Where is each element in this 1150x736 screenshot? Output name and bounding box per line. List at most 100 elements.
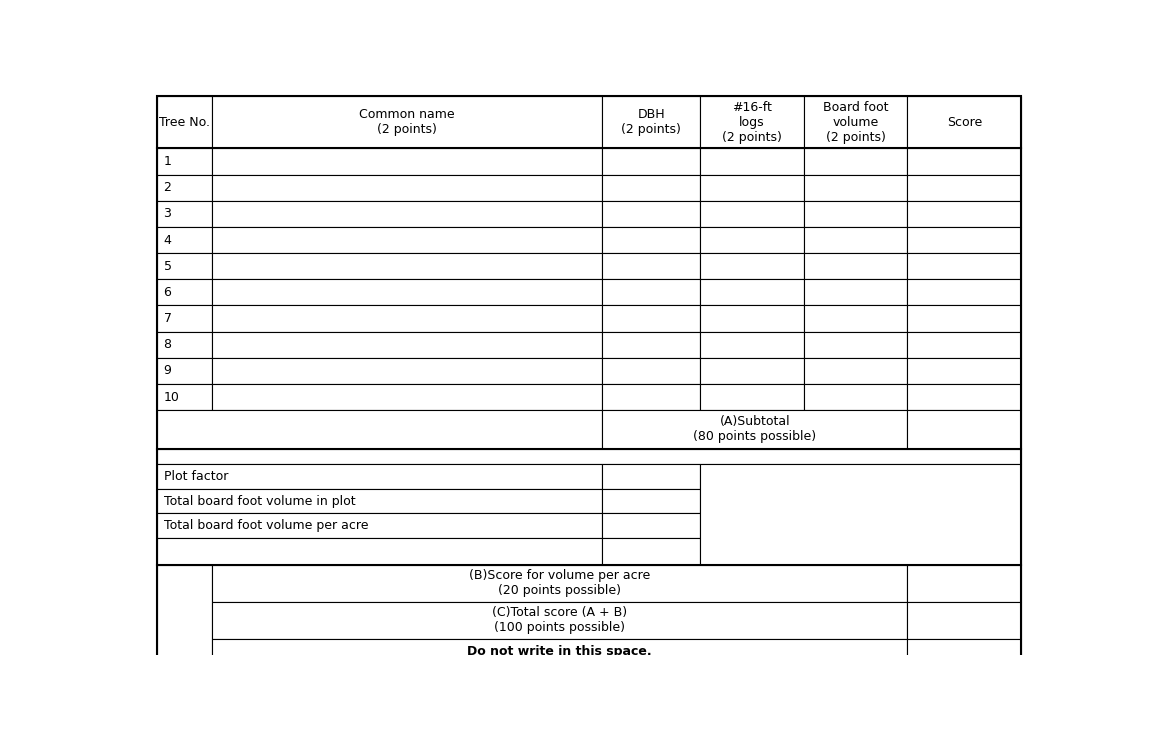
- Bar: [158, 279, 213, 305]
- Bar: [907, 253, 1021, 279]
- Bar: [158, 332, 213, 358]
- Bar: [907, 602, 1021, 639]
- Bar: [603, 227, 700, 253]
- Bar: [158, 489, 603, 514]
- Text: 4: 4: [163, 233, 171, 247]
- Bar: [907, 639, 1021, 665]
- Bar: [213, 279, 603, 305]
- Bar: [603, 96, 700, 149]
- Bar: [700, 332, 804, 358]
- Bar: [603, 410, 907, 449]
- Bar: [603, 305, 700, 332]
- Bar: [213, 253, 603, 279]
- Bar: [603, 538, 700, 565]
- Text: (B)Score for volume per acre
(20 points possible): (B)Score for volume per acre (20 points …: [469, 570, 651, 598]
- Text: 2: 2: [163, 181, 171, 194]
- Bar: [213, 602, 907, 639]
- Bar: [213, 358, 603, 384]
- Bar: [907, 332, 1021, 358]
- Bar: [700, 149, 804, 174]
- Text: 9: 9: [163, 364, 171, 378]
- Bar: [603, 253, 700, 279]
- Bar: [158, 514, 603, 538]
- Text: 8: 8: [163, 339, 171, 351]
- Bar: [907, 279, 1021, 305]
- Bar: [603, 514, 700, 538]
- Bar: [907, 384, 1021, 410]
- Bar: [907, 565, 1021, 602]
- Text: #16-ft
logs
(2 points): #16-ft logs (2 points): [722, 101, 782, 144]
- Bar: [700, 464, 1021, 565]
- Bar: [158, 174, 213, 201]
- Bar: [907, 227, 1021, 253]
- Bar: [158, 464, 603, 489]
- Bar: [213, 201, 603, 227]
- Bar: [804, 174, 907, 201]
- Bar: [700, 201, 804, 227]
- Bar: [158, 305, 213, 332]
- Text: Score: Score: [946, 116, 982, 129]
- Text: 1: 1: [163, 155, 171, 168]
- Text: (C)Total score (A + B)
(100 points possible): (C)Total score (A + B) (100 points possi…: [492, 606, 628, 634]
- Bar: [603, 279, 700, 305]
- Bar: [158, 410, 603, 449]
- Bar: [158, 384, 213, 410]
- Bar: [158, 565, 213, 665]
- Bar: [907, 410, 1021, 449]
- Bar: [158, 358, 213, 384]
- Bar: [158, 449, 1021, 464]
- Bar: [158, 149, 213, 174]
- Bar: [158, 201, 213, 227]
- Bar: [700, 305, 804, 332]
- Bar: [213, 565, 907, 602]
- Bar: [700, 96, 804, 149]
- Bar: [603, 201, 700, 227]
- Bar: [213, 96, 603, 149]
- Bar: [700, 253, 804, 279]
- Bar: [603, 358, 700, 384]
- Bar: [603, 174, 700, 201]
- Bar: [213, 227, 603, 253]
- Bar: [804, 149, 907, 174]
- Bar: [804, 96, 907, 149]
- Text: Board foot
volume
(2 points): Board foot volume (2 points): [822, 101, 888, 144]
- Text: 5: 5: [163, 260, 171, 273]
- Bar: [804, 332, 907, 358]
- Bar: [700, 227, 804, 253]
- Bar: [603, 149, 700, 174]
- Bar: [603, 332, 700, 358]
- Bar: [158, 227, 213, 253]
- Bar: [700, 174, 804, 201]
- Bar: [213, 305, 603, 332]
- Bar: [700, 384, 804, 410]
- Bar: [213, 384, 603, 410]
- Bar: [907, 358, 1021, 384]
- Bar: [213, 332, 603, 358]
- Bar: [907, 149, 1021, 174]
- Bar: [158, 538, 603, 565]
- Bar: [213, 639, 907, 665]
- Bar: [804, 358, 907, 384]
- Bar: [804, 384, 907, 410]
- Text: (A)Subtotal
(80 points possible): (A)Subtotal (80 points possible): [693, 415, 816, 443]
- Bar: [213, 149, 603, 174]
- Text: 6: 6: [163, 286, 171, 299]
- Bar: [603, 489, 700, 514]
- Text: 3: 3: [163, 208, 171, 220]
- Bar: [907, 174, 1021, 201]
- Text: Do not write in this space.: Do not write in this space.: [467, 645, 652, 659]
- Bar: [158, 96, 213, 149]
- Text: Plot factor: Plot factor: [163, 470, 228, 483]
- Text: 7: 7: [163, 312, 171, 325]
- Bar: [804, 253, 907, 279]
- Bar: [804, 227, 907, 253]
- Bar: [603, 384, 700, 410]
- Bar: [907, 305, 1021, 332]
- Bar: [213, 174, 603, 201]
- Bar: [907, 96, 1021, 149]
- Bar: [804, 279, 907, 305]
- Text: Total board foot volume in plot: Total board foot volume in plot: [163, 495, 355, 508]
- Bar: [700, 358, 804, 384]
- Text: Common name
(2 points): Common name (2 points): [360, 108, 455, 136]
- Text: Total board foot volume per acre: Total board foot volume per acre: [163, 519, 368, 532]
